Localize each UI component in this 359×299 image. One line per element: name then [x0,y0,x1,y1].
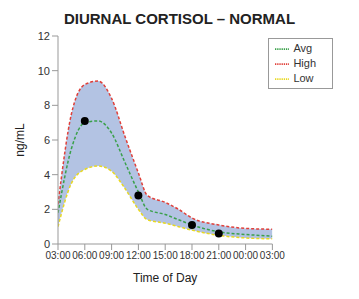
svg-text:ng/mL: ng/mL [13,123,27,157]
html-text:DIURNAL CORTISOL – NORMAL: DIURNAL CORTISOL – NORMAL [63,10,296,27]
svg-text:18:00: 18:00 [179,250,204,261]
svg-text:0: 0 [44,238,50,250]
svg-text:03:00: 03:00 [260,250,285,261]
html-text:Low: Low [293,72,314,85]
svg-text:21:00: 21:00 [206,250,231,261]
svg-text:10: 10 [38,65,50,77]
svg-text:2: 2 [44,203,50,215]
svg-text:12: 12 [38,30,50,42]
svg-text:Time of Day: Time of Day [133,271,197,285]
svg-text:12:00: 12:00 [126,250,151,261]
svg-text:09:00: 09:00 [99,250,124,261]
svg-text:00:00: 00:00 [233,250,258,261]
svg-text:6: 6 [44,134,50,146]
svg-text:06:00: 06:00 [72,250,97,261]
html-text:Avg: Avg [293,42,313,54]
html-text:High: High [293,57,316,70]
svg-text:15:00: 15:00 [153,250,178,261]
svg-text:03:00: 03:00 [45,250,70,261]
svg-text:8: 8 [44,99,50,111]
svg-text:4: 4 [44,169,50,181]
